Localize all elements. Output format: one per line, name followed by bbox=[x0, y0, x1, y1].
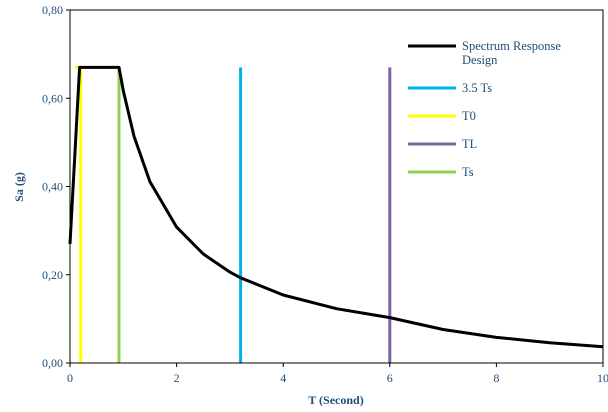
y-axis-title: Sa (g) bbox=[12, 172, 26, 202]
series-layer bbox=[68, 65, 604, 363]
x-tick-label: 4 bbox=[280, 371, 286, 385]
x-tick-label: 0 bbox=[67, 371, 73, 385]
y-tick-label: 0,00 bbox=[42, 356, 63, 370]
legend-label-tl: TL bbox=[462, 137, 477, 151]
y-tick-label: 0,80 bbox=[42, 3, 63, 17]
legend-label-spectrum-response-design: Design bbox=[462, 53, 498, 67]
x-axis-title: T (Second) bbox=[308, 393, 363, 407]
x-tick-label: 6 bbox=[387, 371, 393, 385]
y-tick-label: 0,20 bbox=[42, 268, 63, 282]
legend-label-t0: T0 bbox=[462, 109, 476, 123]
y-tick-label: 0,40 bbox=[42, 180, 63, 194]
x-tick-label: 10 bbox=[597, 371, 608, 385]
y-tick-label: 0,60 bbox=[42, 91, 63, 105]
legend-label-spectrum-response-design: Spectrum Response bbox=[462, 39, 561, 53]
x-tick-label: 2 bbox=[174, 371, 180, 385]
legend-label-ts: Ts bbox=[462, 165, 474, 179]
series-line-spectrum-response-design bbox=[68, 65, 604, 349]
ticks-layer: 0 2 4 6 8 10 0,00 0,20 0,40 0,60 0,80 bbox=[42, 3, 608, 385]
x-tick-label: 8 bbox=[493, 371, 499, 385]
legend-label-3-5-ts: 3.5 Ts bbox=[462, 81, 492, 95]
